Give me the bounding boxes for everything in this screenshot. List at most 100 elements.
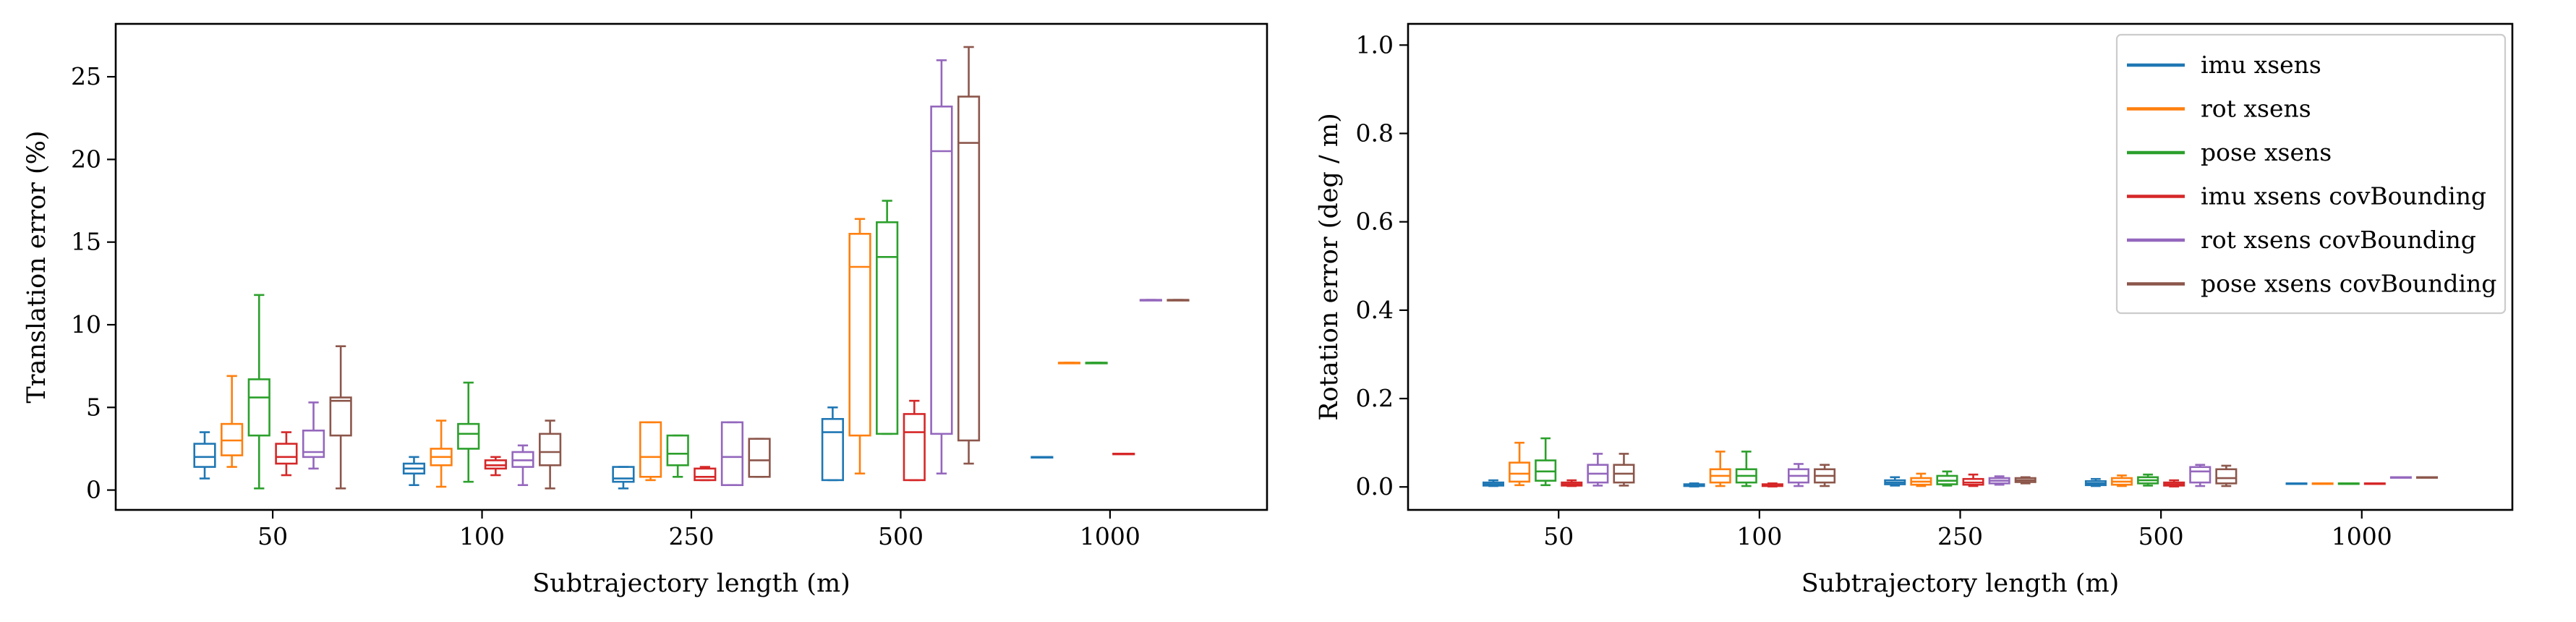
legend-label: pose xsens covBounding [2201, 270, 2496, 298]
box-100-3 [1735, 451, 1757, 487]
box-500-1 [2084, 477, 2107, 487]
box-100-4 [484, 456, 507, 477]
box-50-2 [1509, 441, 1531, 487]
series-pose-xsens [1535, 437, 2360, 487]
y-tick-label: 0 [86, 476, 101, 504]
x-tick-label: 50 [257, 522, 288, 550]
x-tick-label: 500 [878, 522, 924, 550]
box-iqr [848, 232, 871, 437]
box-1000-1 [2285, 482, 2308, 485]
box-250-3 [666, 434, 689, 478]
y-tick-label: 0.8 [1356, 119, 1394, 148]
box-500-3 [2137, 473, 2159, 487]
x-tick-label: 50 [1543, 522, 1574, 550]
legend-item-4: imu xsens covBounding [2127, 182, 2486, 210]
series-rot-xsens [221, 218, 1081, 488]
series-pose-xsens-covBounding [1613, 453, 2439, 487]
legend-item-3: pose xsens [2127, 138, 2332, 166]
box-iqr [457, 422, 480, 450]
box-1000-5 [2389, 476, 2412, 479]
box-50-3 [247, 294, 270, 490]
legend-label: pose xsens [2201, 138, 2332, 166]
box-50-1 [193, 431, 216, 480]
box-500-1 [821, 406, 844, 482]
y-tick-label: 10 [71, 310, 101, 338]
box-iqr [694, 467, 717, 482]
box-1000-2 [2311, 482, 2334, 485]
box-500-5 [2189, 464, 2212, 487]
box-iqr [903, 413, 926, 482]
box-250-4 [1962, 473, 1984, 487]
box-1000-2 [1057, 362, 1081, 365]
box-iqr [930, 105, 953, 435]
x-tick-label: 100 [459, 522, 505, 550]
legend-label: rot xsens covBounding [2201, 226, 2476, 254]
box-iqr [821, 417, 844, 482]
x-axis-label: Subtrajectory length (m) [1801, 569, 2120, 598]
box-iqr [720, 421, 744, 487]
box-250-4 [694, 466, 717, 482]
box-50-4 [275, 431, 298, 477]
box-100-1 [1683, 482, 1705, 487]
x-axis-label: Subtrajectory length (m) [532, 569, 850, 598]
series-imu-xsens [193, 406, 1054, 490]
series-pose-xsens [247, 200, 1108, 490]
box-50-6 [1613, 453, 1635, 487]
box-500-4 [2163, 479, 2185, 487]
box-iqr [275, 443, 298, 465]
box-iqr [748, 438, 771, 478]
series-imu-xsens-covBounding [275, 399, 1135, 482]
box-100-2 [1709, 451, 1731, 487]
box-250-1 [1884, 476, 1906, 487]
box-50-4 [1561, 479, 1583, 487]
box-1000-6 [1167, 299, 1190, 302]
box-100-1 [402, 456, 426, 487]
series-imu-xsens-covBounding [1561, 473, 2386, 487]
box-iqr [329, 396, 352, 437]
series-rot-xsens [1509, 441, 2334, 487]
box-100-5 [1787, 463, 1810, 487]
box-50-5 [1587, 453, 1609, 487]
y-tick-label: 1.0 [1356, 30, 1394, 59]
y-tick-label: 25 [71, 62, 101, 90]
box-50-3 [1535, 437, 1557, 487]
box-iqr [247, 378, 270, 437]
box-250-6 [748, 438, 771, 478]
x-tick-label: 250 [669, 522, 715, 550]
x-tick-label: 100 [1736, 522, 1782, 550]
box-1000-6 [2415, 476, 2439, 479]
legend-label: imu xsens [2201, 51, 2321, 79]
box-100-6 [1814, 464, 1836, 487]
legend: imu xsens rot xsens pose xsens imu xsens co… [2115, 33, 2507, 315]
box-250-3 [1936, 470, 1958, 487]
x-tick-label: 1000 [2332, 522, 2392, 550]
box-iqr [666, 434, 689, 466]
box-250-5 [720, 421, 744, 487]
y-axis-label: Translation error (%) [22, 130, 51, 403]
box-250-6 [2014, 476, 2037, 485]
panel-1: 0 5 10 15 20 25 50 100 250 500 1000 Subtrajectory l… [22, 22, 1268, 598]
series-pose-xsens-covBounding [329, 46, 1190, 490]
y-tick-label: 15 [71, 228, 101, 256]
box-iqr [2189, 466, 2212, 484]
legend-item-1: imu xsens [2127, 51, 2321, 79]
legend-label: rot xsens [2201, 95, 2311, 123]
legend-item-5: rot xsens covBounding [2127, 226, 2476, 254]
box-500-6 [957, 46, 981, 465]
box-1000-3 [1085, 362, 1108, 365]
box-1000-1 [1031, 456, 1054, 459]
series-imu-xsens [1482, 476, 2308, 487]
legend-item-2: rot xsens [2127, 95, 2311, 123]
box-1000-4 [1112, 452, 1135, 456]
box-iqr [539, 433, 562, 466]
y-tick-label: 0.6 [1356, 208, 1394, 236]
panel-2: 0.0 0.2 0.4 0.6 0.8 1.0 50 100 250 500 1000 Subtraj… [1315, 22, 2514, 598]
series-rot-xsens-covBounding [302, 59, 1162, 487]
box-1000-5 [1139, 299, 1162, 302]
legend-frame [2115, 33, 2507, 315]
box-250-5 [1988, 475, 2010, 486]
box-iqr [957, 95, 981, 442]
box-100-4 [1761, 482, 1783, 487]
box-250-2 [639, 421, 662, 482]
